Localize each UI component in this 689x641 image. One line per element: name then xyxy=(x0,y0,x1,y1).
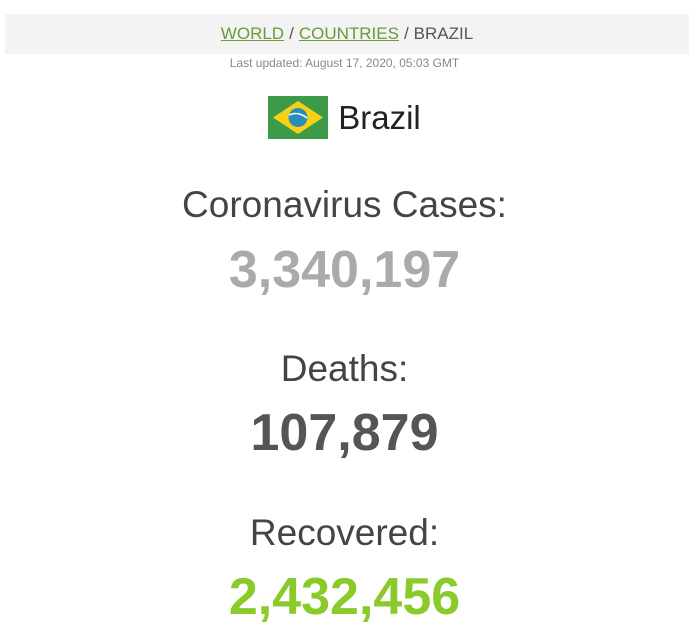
breadcrumb-separator: / xyxy=(403,24,409,43)
deaths-value: 107,879 xyxy=(250,404,439,462)
last-updated: Last updated: August 17, 2020, 05:03 GMT xyxy=(229,56,460,70)
deaths-label: Deaths: xyxy=(280,348,409,389)
page-title: Brazil xyxy=(0,96,689,139)
breadcrumb-countries-link[interactable]: COUNTRIES xyxy=(298,24,399,43)
breadcrumb-world-link[interactable]: WORLD xyxy=(220,24,285,43)
recovered-value: 2,432,456 xyxy=(228,568,461,626)
breadcrumb-separator: / xyxy=(289,24,294,43)
country-name: Brazil xyxy=(338,98,421,136)
brazil-flag-icon xyxy=(268,96,329,139)
recovered-label: Recovered: xyxy=(249,512,440,553)
breadcrumb-current: BRAZIL xyxy=(413,24,474,43)
cases-label: Coronavirus Cases: xyxy=(182,184,507,225)
breadcrumb: WORLD / COUNTRIES / BRAZIL xyxy=(5,14,689,54)
cases-value: 3,340,197 xyxy=(228,241,461,299)
